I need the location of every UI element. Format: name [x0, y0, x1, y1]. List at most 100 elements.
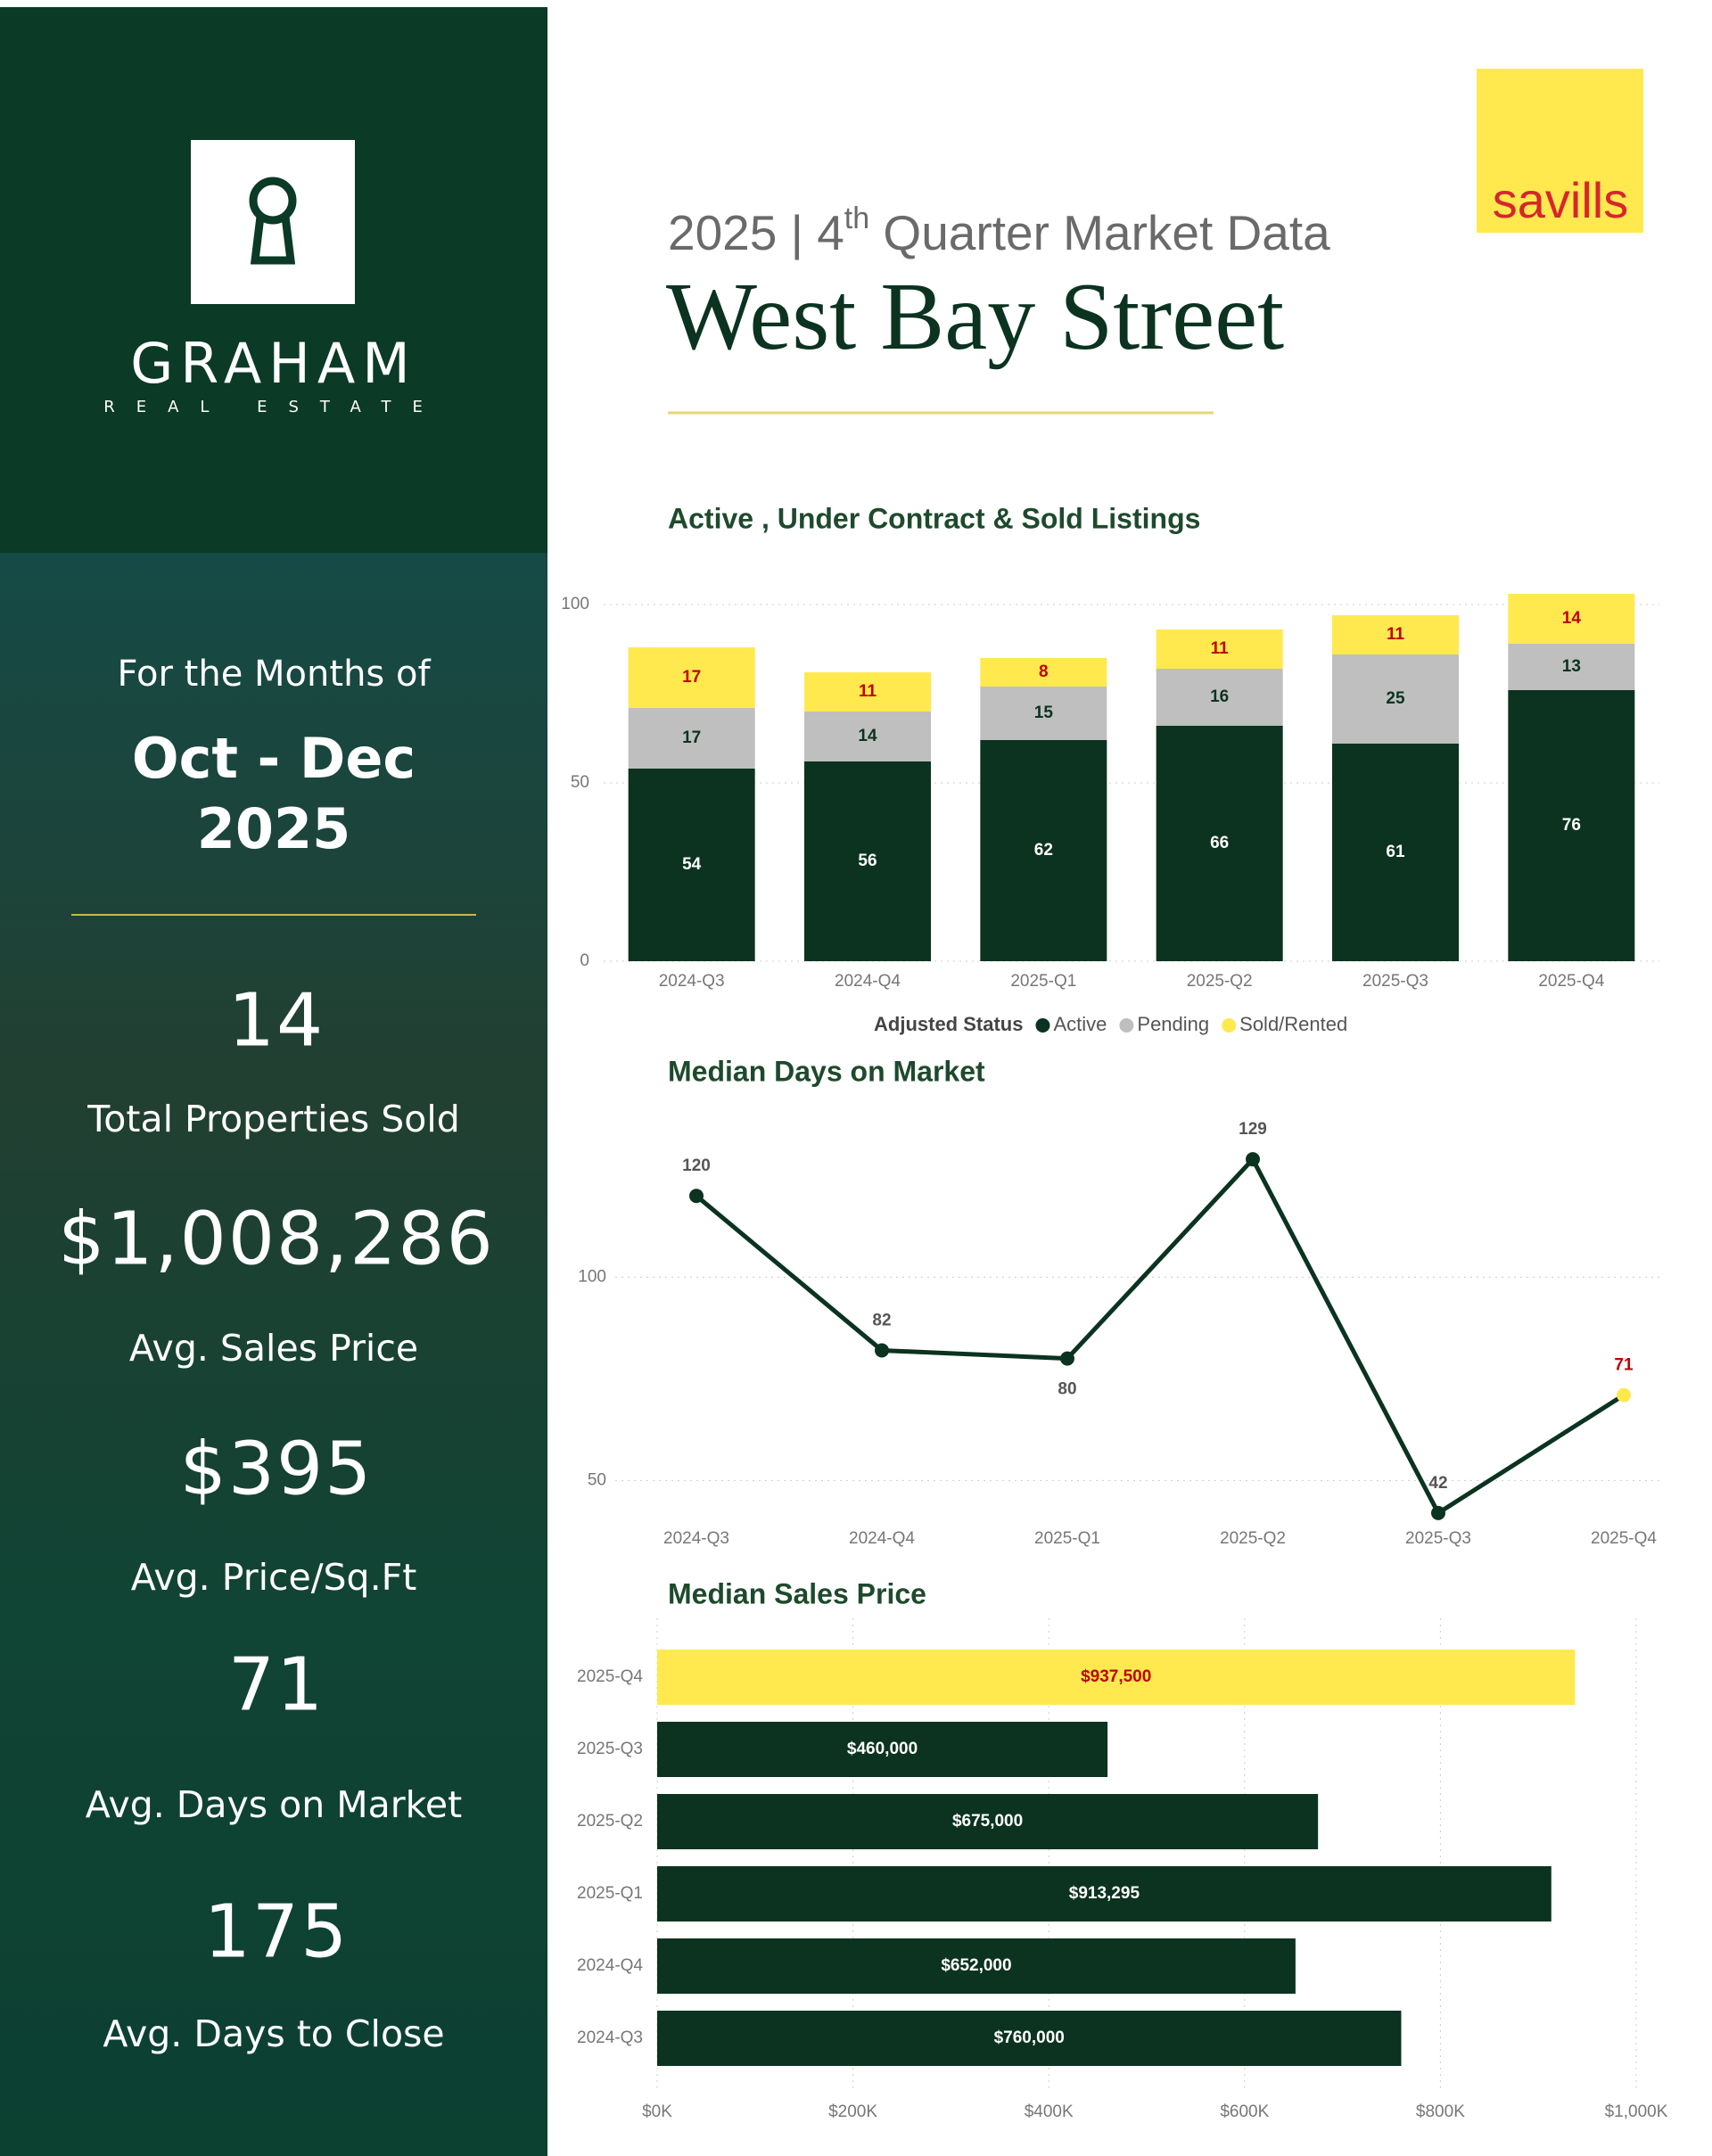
bar-segment [1508, 594, 1635, 644]
data-label: 42 [1428, 1474, 1447, 1493]
bar-segment [804, 761, 931, 961]
data-label: 129 [1239, 1120, 1267, 1139]
stat-label: Avg. Days to Close [103, 2012, 444, 2055]
bar-segment [804, 672, 931, 712]
bar-segment [628, 708, 755, 769]
y-tick-label: 2025-Q2 [577, 1812, 643, 1831]
x-tick-label: 2025-Q4 [1538, 972, 1604, 991]
bar-segment [1156, 669, 1283, 726]
bar-segment [980, 658, 1107, 687]
stat-label: Avg. Sales Price [129, 1327, 418, 1370]
data-label: 61 [1386, 843, 1405, 861]
data-label: 17 [682, 728, 701, 747]
bar [657, 1650, 1576, 1705]
data-label: 25 [1386, 689, 1405, 708]
x-tick-label: 2024-Q4 [835, 972, 901, 991]
legend-swatch [1035, 1018, 1050, 1033]
data-label: 66 [1210, 834, 1229, 852]
stat-value: $1,008,286 [58, 1197, 495, 1281]
data-label: 71 [1614, 1356, 1634, 1375]
logo-icon [249, 177, 297, 265]
bar-segment [1332, 744, 1459, 961]
data-label: 80 [1058, 1380, 1076, 1399]
legend-label: Active [1053, 1013, 1107, 1035]
point [875, 1343, 889, 1358]
bar-segment [804, 712, 931, 761]
y-tick-label: 2024-Q3 [577, 2028, 643, 2047]
legend-label: Pending [1137, 1013, 1209, 1035]
data-label: $913,295 [1069, 1884, 1140, 1903]
data-label: $675,000 [952, 1812, 1023, 1831]
data-label: $652,000 [941, 1956, 1011, 1975]
bar-segment [1156, 726, 1283, 961]
sidebar-overlay [0, 553, 547, 2156]
title-pre: 2025 | 4 [668, 205, 844, 260]
data-label: 76 [1562, 816, 1581, 835]
data-label: $937,500 [1081, 1667, 1151, 1686]
bar [657, 1938, 1296, 1994]
bar-segment [628, 647, 755, 708]
data-label: 17 [682, 668, 701, 687]
data-label: 54 [682, 855, 702, 874]
period: Oct - Dec [132, 726, 416, 791]
bar-segment [980, 687, 1107, 740]
bar-segment [1508, 690, 1635, 961]
x-tick-label: 2024-Q3 [663, 1529, 729, 1548]
chart-title: Active , Under Contract & Sold Listings [668, 502, 1200, 534]
x-tick-label: 2025-Q4 [1591, 1529, 1657, 1548]
period-year: 2025 [197, 796, 351, 861]
data-label: 82 [872, 1311, 891, 1329]
savills-text: savills [1493, 172, 1628, 228]
stat-value: 175 [204, 1889, 350, 1974]
x-tick-label: $0K [642, 2103, 672, 2121]
x-tick-label: 2025-Q2 [1187, 972, 1253, 991]
x-tick-label: 2025-Q3 [1405, 1529, 1471, 1548]
y-tick-label: 2025-Q1 [577, 1884, 643, 1903]
bar-segment [1156, 630, 1283, 669]
stat-label: Avg. Price/Sq.Ft [131, 1556, 417, 1599]
data-label: $460,000 [847, 1740, 918, 1758]
bar [657, 1866, 1552, 1921]
x-tick-label: 2024-Q4 [849, 1529, 915, 1548]
chart-title: Median Sales Price [668, 1577, 926, 1609]
point [689, 1189, 704, 1204]
data-label: 16 [1210, 687, 1229, 706]
bar-segment [628, 769, 755, 961]
y-tick-label: 2025-Q3 [577, 1740, 643, 1758]
header-subtitle: West Bay Street [666, 264, 1284, 370]
y-tick-label: 0 [580, 951, 589, 970]
x-tick-label: $200K [828, 2103, 877, 2121]
point [1060, 1351, 1074, 1366]
x-tick-label: 2025-Q2 [1220, 1529, 1286, 1548]
data-label: 11 [1387, 625, 1405, 644]
x-tick-label: $600K [1220, 2103, 1269, 2121]
brand-sub: REAL ESTATE [103, 398, 444, 416]
y-tick-label: 50 [588, 1470, 606, 1489]
point [1431, 1505, 1445, 1520]
x-tick-label: $1,000K [1605, 2103, 1668, 2121]
bar-segment [1332, 654, 1459, 744]
data-label: 56 [858, 852, 877, 870]
bar [657, 1794, 1319, 1849]
point [1617, 1387, 1631, 1403]
data-label: 13 [1562, 657, 1581, 676]
data-label: 14 [1562, 609, 1582, 628]
title-sup: th [844, 202, 869, 235]
bar-segment [980, 740, 1107, 961]
data-label: 8 [1039, 662, 1049, 681]
data-label: 14 [858, 727, 877, 745]
line [695, 1155, 1626, 1517]
chart-title: Median Days on Market [668, 1055, 985, 1087]
title-post: Quarter Market Data [869, 205, 1330, 260]
x-tick-label: 2025-Q1 [1034, 1529, 1100, 1548]
stat-value: $395 [180, 1427, 374, 1511]
x-tick-label: 2025-Q3 [1362, 972, 1428, 991]
legend-swatch [1222, 1018, 1237, 1033]
y-tick-label: 2024-Q4 [577, 1956, 643, 1975]
data-label: 11 [859, 682, 877, 701]
x-tick-label: 2024-Q3 [659, 972, 725, 991]
savills-logo [1477, 69, 1643, 233]
stat-label: Total Properties Sold [86, 1098, 460, 1140]
data-label: 11 [1211, 639, 1230, 658]
